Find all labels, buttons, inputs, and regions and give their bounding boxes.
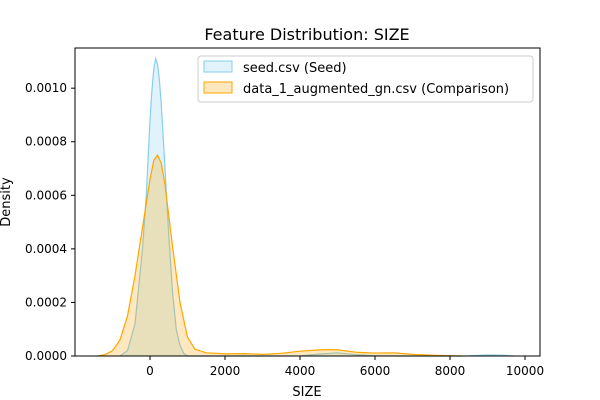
series-0-area [120,58,514,357]
x-tick-label: 2000 [210,364,241,378]
y-axis: 0.0000 0.0002 0.0004 0.0006 0.0008 0.0010 [25,81,75,363]
y-tick-label: 0.0006 [25,188,67,202]
legend-label-seed: seed.csv (Seed) [243,61,347,76]
x-axis-label: SIZE [292,385,321,400]
y-axis-label: Density [0,177,14,227]
legend-swatch-seed [203,60,233,73]
series-1-area [97,155,462,356]
x-tick-label: 8000 [435,364,466,378]
legend-swatch-comparison [203,81,233,94]
y-tick-label: 0.0008 [25,135,67,149]
legend-frame [197,55,534,103]
legend-label-comparison: data_1_augmented_gn.csv (Comparison) [243,82,509,97]
y-tick-label: 0.0010 [25,81,67,95]
x-tick-label: 4000 [285,364,316,378]
chart-title: Feature Distribution: SIZE [204,25,409,44]
plot-frame [74,47,541,357]
x-tick-label: 0 [146,364,154,378]
x-tick-label: 10000 [506,364,544,378]
series-1-line [97,153,462,357]
legend: seed.csv (Seed) data_1_augmented_gn.csv … [197,55,534,103]
x-axis: 0 2000 4000 6000 8000 10000 [146,356,544,378]
x-tick-label: 6000 [360,364,391,378]
series-layer [97,56,514,357]
y-tick-label: 0.0000 [25,349,67,363]
plot-area [74,47,541,357]
y-tick-label: 0.0004 [25,242,67,256]
y-tick-label: 0.0002 [25,295,67,309]
